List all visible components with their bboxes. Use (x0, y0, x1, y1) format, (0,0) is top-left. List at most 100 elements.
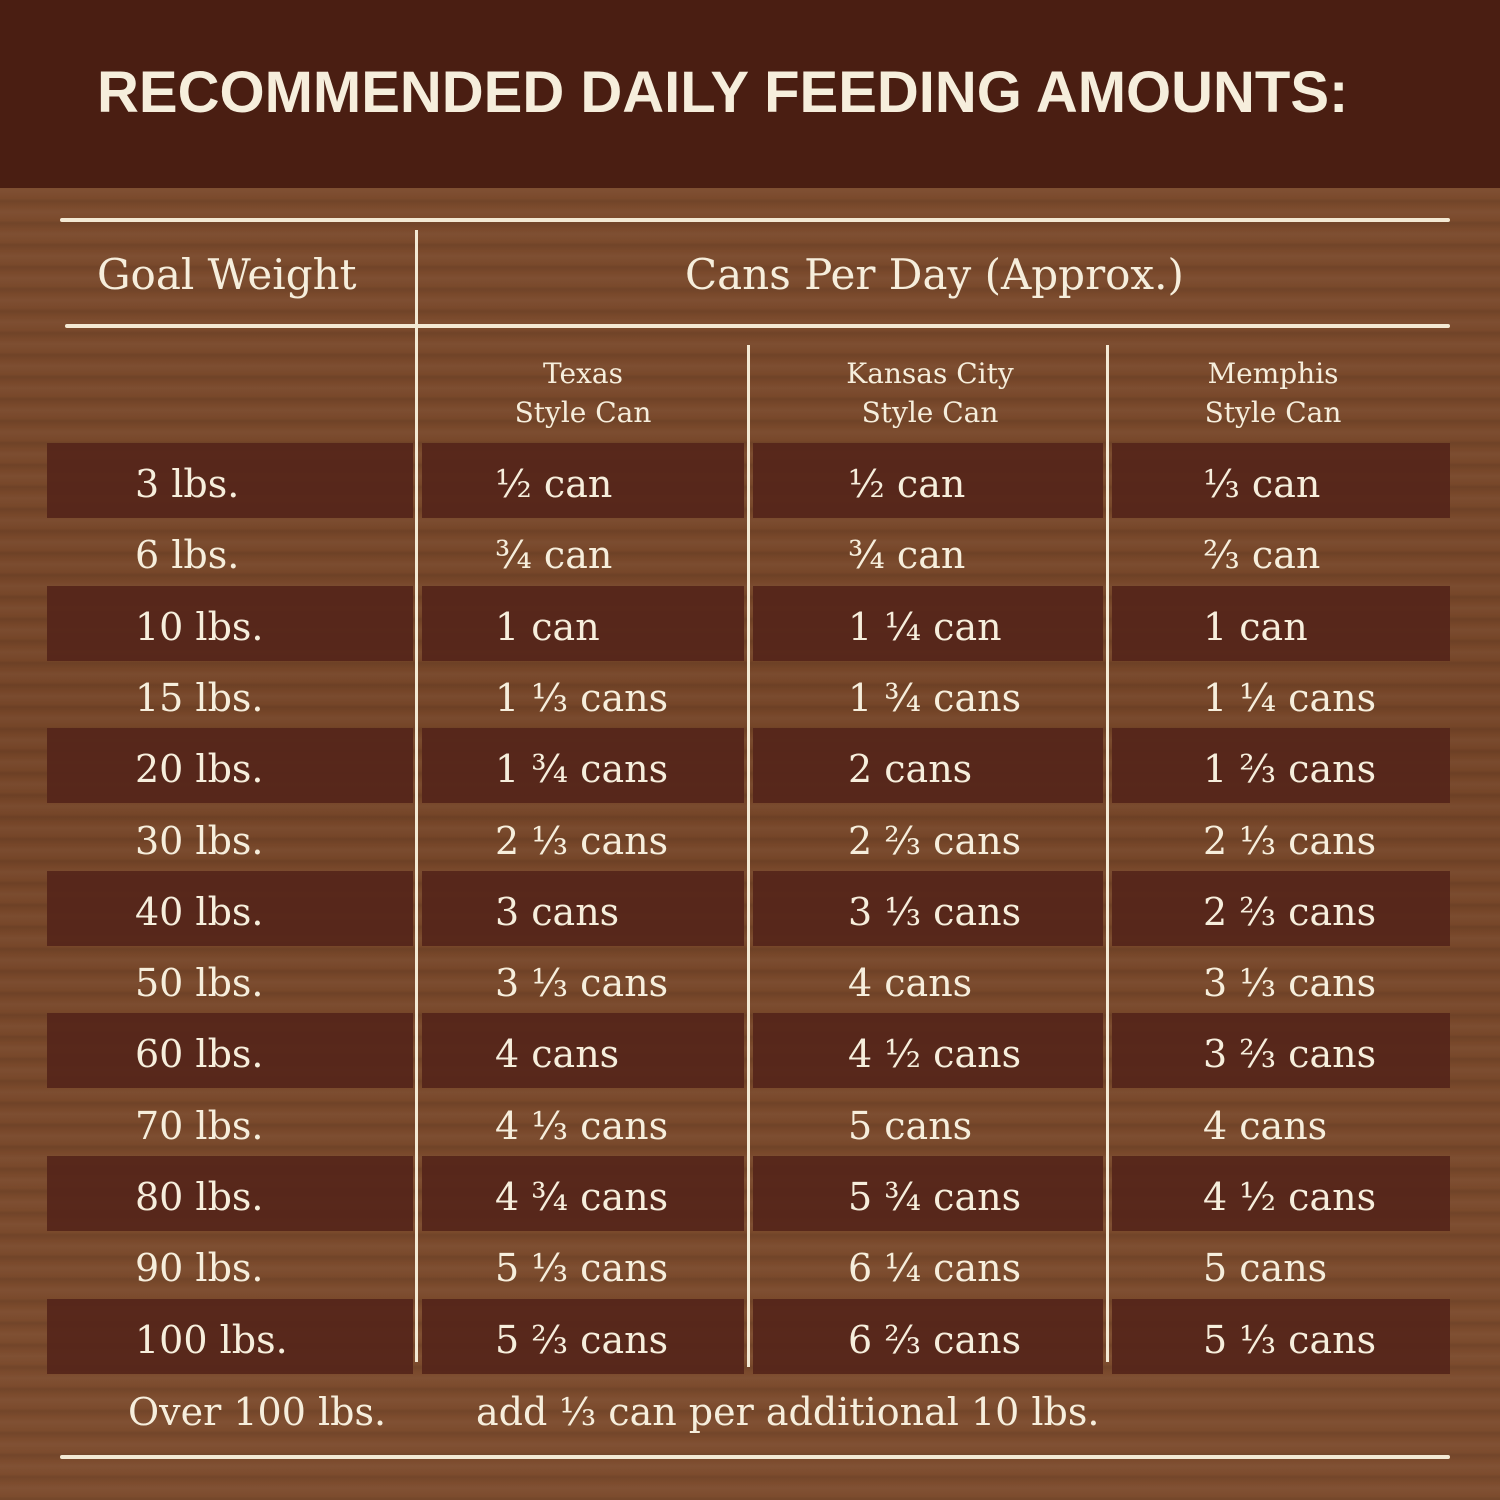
goal-weight-header: Goal Weight (97, 250, 357, 299)
row-stripe (1112, 1298, 1450, 1374)
column-header-kansas-city: Kansas City Style Can (780, 354, 1080, 432)
row-stripe (47, 443, 413, 518)
table-cell-kc: 4 cans (848, 961, 973, 1006)
table-cell-kc: 5 cans (848, 1103, 973, 1148)
table-cell-kc: 6 ⅔ cans (848, 1317, 1022, 1362)
table-cell-texas: 5 ⅓ cans (495, 1246, 669, 1291)
table-cell-memphis: 4 cans (1203, 1103, 1328, 1148)
table-cell-weight: 70 lbs. (135, 1103, 264, 1148)
table-cell-weight: 20 lbs. (135, 747, 264, 792)
table-cell-weight: 15 lbs. (135, 675, 264, 720)
table-cell-texas: 1 can (495, 604, 600, 649)
table-cell-memphis: 1 ⅔ cans (1203, 747, 1377, 792)
row-stripe (422, 1298, 744, 1374)
table-cell-weight: 40 lbs. (135, 889, 264, 934)
table-cell-weight: 10 lbs. (135, 604, 264, 649)
row-stripe (47, 1156, 413, 1231)
table-cell-kc: 3 ⅓ cans (848, 889, 1022, 934)
table-cell-memphis: 5 ⅓ cans (1203, 1317, 1377, 1362)
divider-bottom (60, 1455, 1450, 1459)
table-cell-texas: 3 cans (495, 889, 620, 934)
table-cell-memphis: ⅓ can (1203, 462, 1321, 506)
column-header-memphis: Memphis Style Can (1123, 354, 1423, 432)
column-header-line: Style Can (1204, 396, 1342, 429)
row-stripe (1112, 728, 1450, 804)
column-divider (747, 345, 750, 1367)
column-header-line: Style Can (861, 396, 999, 429)
table-cell-weight: 80 lbs. (135, 1175, 264, 1219)
footer-weight: Over 100 lbs. (128, 1390, 387, 1434)
row-stripe (753, 1298, 1103, 1374)
table-cell-weight: 30 lbs. (135, 818, 264, 863)
table-cell-kc: 1 ¾ cans (848, 675, 1022, 720)
table-cell-memphis: 2 ⅔ cans (1203, 889, 1377, 934)
table-cell-texas: ½ can (495, 462, 613, 506)
table-cell-texas: 4 cans (495, 1032, 620, 1077)
table-cell-memphis: 3 ⅓ cans (1203, 961, 1377, 1006)
cans-per-day-header: Cans Per Day (Approx.) (685, 250, 1184, 299)
page-title: RECOMMENDED DAILY FEEDING AMOUNTS: (97, 60, 1349, 125)
column-header-line: Style Can (514, 396, 652, 429)
row-stripe (753, 1013, 1103, 1089)
table-cell-weight: 100 lbs. (135, 1317, 288, 1362)
table-cell-memphis: ⅔ can (1203, 533, 1321, 578)
table-cell-kc: ½ can (848, 462, 966, 506)
row-stripe (1112, 870, 1450, 946)
column-header-line: Memphis (1207, 357, 1339, 390)
table-cell-texas: 1 ¾ cans (495, 747, 669, 792)
row-stripe (422, 443, 744, 518)
table-cell-texas: ¾ can (495, 533, 613, 578)
row-stripe (753, 870, 1103, 946)
column-header-line: Kansas City (846, 357, 1014, 390)
table-cell-texas: 5 ⅔ cans (495, 1317, 669, 1362)
row-stripe (422, 585, 744, 661)
row-stripe (47, 1298, 413, 1374)
row-stripe (753, 443, 1103, 518)
table-cell-texas: 4 ¾ cans (495, 1175, 669, 1219)
table-cell-kc: 6 ¼ cans (848, 1246, 1022, 1291)
table-cell-kc: 4 ½ cans (848, 1032, 1022, 1077)
table-cell-kc: ¾ can (848, 533, 966, 578)
table-cell-kc: 5 ¾ cans (848, 1175, 1022, 1219)
table-cell-weight: 50 lbs. (135, 961, 264, 1006)
table-cell-weight: 90 lbs. (135, 1246, 264, 1291)
row-stripe (1112, 1156, 1450, 1231)
row-stripe (1112, 1013, 1450, 1089)
table-cell-texas: 3 ⅓ cans (495, 961, 669, 1006)
row-stripe (1112, 443, 1450, 518)
table-cell-memphis: 2 ⅓ cans (1203, 818, 1377, 863)
table-cell-texas: 1 ⅓ cans (495, 675, 669, 720)
table-cell-kc: 2 cans (848, 747, 973, 792)
table-cell-texas: 4 ⅓ cans (495, 1103, 669, 1148)
column-header-texas: Texas Style Can (433, 354, 733, 432)
row-stripe (47, 1013, 413, 1089)
column-divider (415, 230, 418, 1362)
row-stripe (47, 585, 413, 661)
table-cell-kc: 1 ¼ can (848, 604, 1002, 649)
row-stripe (1112, 585, 1450, 661)
table-cell-weight: 60 lbs. (135, 1032, 264, 1077)
divider-top (60, 218, 1450, 222)
row-stripe (422, 1013, 744, 1089)
row-stripe (753, 585, 1103, 661)
title-banner: RECOMMENDED DAILY FEEDING AMOUNTS: (0, 0, 1500, 188)
row-stripe (753, 1156, 1103, 1231)
table-cell-memphis: 5 cans (1203, 1246, 1328, 1291)
row-stripe (47, 728, 413, 804)
column-divider (1106, 345, 1109, 1362)
row-stripe (422, 1156, 744, 1231)
divider-header (65, 324, 1450, 328)
table-cell-memphis: 4 ½ cans (1203, 1175, 1377, 1219)
table-cell-memphis: 1 can (1203, 604, 1308, 649)
row-stripe (422, 870, 744, 946)
column-header-line: Texas (543, 357, 623, 390)
row-stripe (47, 870, 413, 946)
table-cell-weight: 6 lbs. (135, 533, 240, 578)
table-cell-texas: 2 ⅓ cans (495, 818, 669, 863)
footer-note: add ⅓ can per additional 10 lbs. (476, 1390, 1100, 1434)
table-cell-memphis: 1 ¼ cans (1203, 675, 1377, 720)
row-stripe (422, 728, 744, 804)
table-cell-weight: 3 lbs. (135, 462, 240, 506)
row-stripe (753, 728, 1103, 804)
table-cell-kc: 2 ⅔ cans (848, 818, 1022, 863)
